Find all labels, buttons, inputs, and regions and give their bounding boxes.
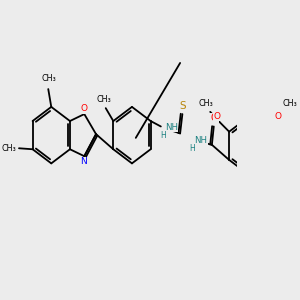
Text: CH₃: CH₃: [283, 99, 297, 108]
Text: CH₃: CH₃: [198, 99, 213, 108]
Text: N: N: [80, 157, 87, 166]
Text: H: H: [189, 144, 195, 153]
Text: S: S: [180, 101, 187, 111]
Text: CH₃: CH₃: [42, 74, 56, 83]
Text: O: O: [275, 112, 282, 121]
Text: NH: NH: [165, 123, 178, 132]
Text: CH₃: CH₃: [97, 95, 112, 104]
Text: O: O: [211, 113, 218, 123]
Text: CH₃: CH₃: [2, 144, 16, 153]
Text: O: O: [214, 112, 221, 121]
Text: O: O: [80, 104, 87, 113]
Text: NH: NH: [194, 136, 208, 145]
Text: H: H: [160, 131, 166, 140]
